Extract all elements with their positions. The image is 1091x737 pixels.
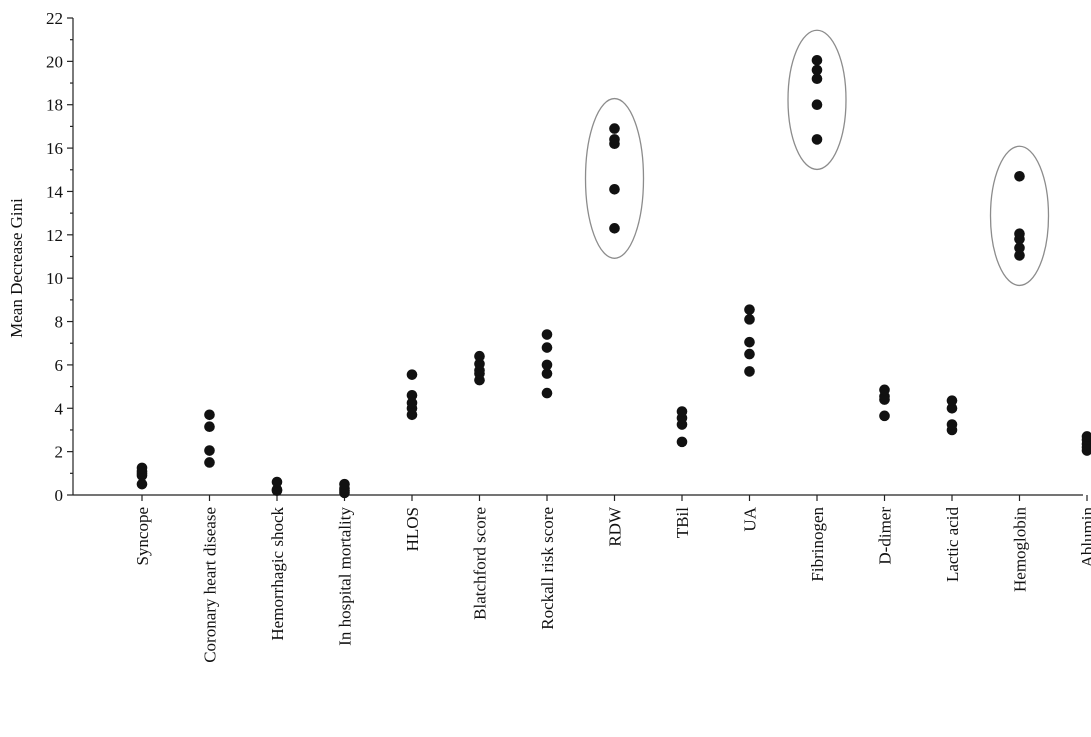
x-tick-label: Coronary heart disease xyxy=(201,507,220,663)
data-point xyxy=(204,445,215,456)
x-tick-label: Blatchford score xyxy=(471,507,490,620)
y-tick-label: 10 xyxy=(46,269,63,288)
y-tick-label: 4 xyxy=(55,399,64,418)
highlight-ellipse xyxy=(584,97,645,259)
x-tick-label: D-dimer xyxy=(876,507,895,565)
data-point xyxy=(811,73,823,85)
y-axis-title: Mean Decrease Gini xyxy=(7,198,26,338)
x-axis-ticks: Syncope Coronary heart disease Hemorrhagic… xyxy=(133,495,1091,663)
data-point xyxy=(474,358,485,370)
data-point xyxy=(271,484,283,495)
highlight-ellipse xyxy=(989,145,1050,287)
data-point xyxy=(811,54,823,66)
data-point xyxy=(204,457,215,468)
data-point xyxy=(541,359,553,371)
y-tick-label: 16 xyxy=(46,139,63,158)
data-point xyxy=(541,329,553,340)
data-point xyxy=(1014,242,1025,254)
y-tick-label: 18 xyxy=(46,96,63,115)
data-point xyxy=(676,436,688,448)
x-tick-label: UA xyxy=(741,506,760,531)
data-point xyxy=(946,402,958,414)
data-point xyxy=(609,223,620,234)
y-tick-label: 0 xyxy=(55,486,64,505)
x-tick-label: Rockall risk score xyxy=(538,507,557,630)
y-tick-label: 22 xyxy=(46,9,63,28)
y-tick-label: 12 xyxy=(46,226,63,245)
data-point xyxy=(406,369,418,380)
y-tick-label: 8 xyxy=(55,313,64,332)
data-point xyxy=(1014,170,1025,182)
data-point xyxy=(406,397,418,409)
data-point xyxy=(879,410,890,422)
x-tick-label: In hospital mortality xyxy=(336,507,355,646)
axes xyxy=(72,18,1083,496)
y-tick-label: 20 xyxy=(46,52,63,71)
data-point xyxy=(1081,431,1091,442)
data-point xyxy=(609,183,620,195)
data-point xyxy=(676,406,688,417)
data-point xyxy=(541,368,553,379)
data-point xyxy=(406,389,418,401)
data-point xyxy=(541,387,553,399)
highlight-ellipse xyxy=(787,29,847,171)
data-point xyxy=(609,134,620,145)
x-tick-label: Ablumin xyxy=(1078,507,1091,568)
data-point xyxy=(744,348,755,360)
data-point xyxy=(1014,228,1025,240)
data-point xyxy=(946,419,958,430)
highlight-ellipses xyxy=(584,29,1050,287)
data-point xyxy=(339,478,350,490)
data-point xyxy=(744,336,755,348)
data-points xyxy=(136,54,1091,499)
data-point xyxy=(474,350,485,362)
data-point xyxy=(879,384,890,396)
x-tick-label: Lactic acid xyxy=(943,507,962,583)
data-point xyxy=(1014,250,1025,261)
x-tick-label: Fibrinogen xyxy=(808,507,827,582)
data-point xyxy=(204,421,215,433)
data-point xyxy=(946,395,958,406)
data-point xyxy=(271,476,283,488)
data-point xyxy=(744,366,755,377)
data-point xyxy=(811,64,823,76)
data-point xyxy=(136,462,148,474)
data-point xyxy=(811,99,823,111)
y-tick-label: 14 xyxy=(46,182,64,201)
x-tick-label: Syncope xyxy=(133,507,152,566)
data-point xyxy=(811,134,823,145)
x-tick-label: HLOS xyxy=(403,507,422,551)
data-point xyxy=(744,304,755,315)
x-tick-label: TBil xyxy=(673,507,692,538)
x-tick-label: RDW xyxy=(606,506,625,547)
data-point xyxy=(204,409,215,421)
x-tick-label: Hemorrhagic shock xyxy=(268,507,287,641)
data-point xyxy=(136,478,148,490)
data-point xyxy=(609,123,620,134)
y-tick-label: 2 xyxy=(55,443,64,462)
y-tick-label: 6 xyxy=(55,356,64,375)
y-axis-ticks: 0 2 4 6 8 10 12 14 16 18 20 22 xyxy=(46,9,73,505)
data-point xyxy=(541,342,553,353)
data-point xyxy=(744,314,755,325)
x-tick-label: Hemoglobin xyxy=(1011,507,1030,592)
